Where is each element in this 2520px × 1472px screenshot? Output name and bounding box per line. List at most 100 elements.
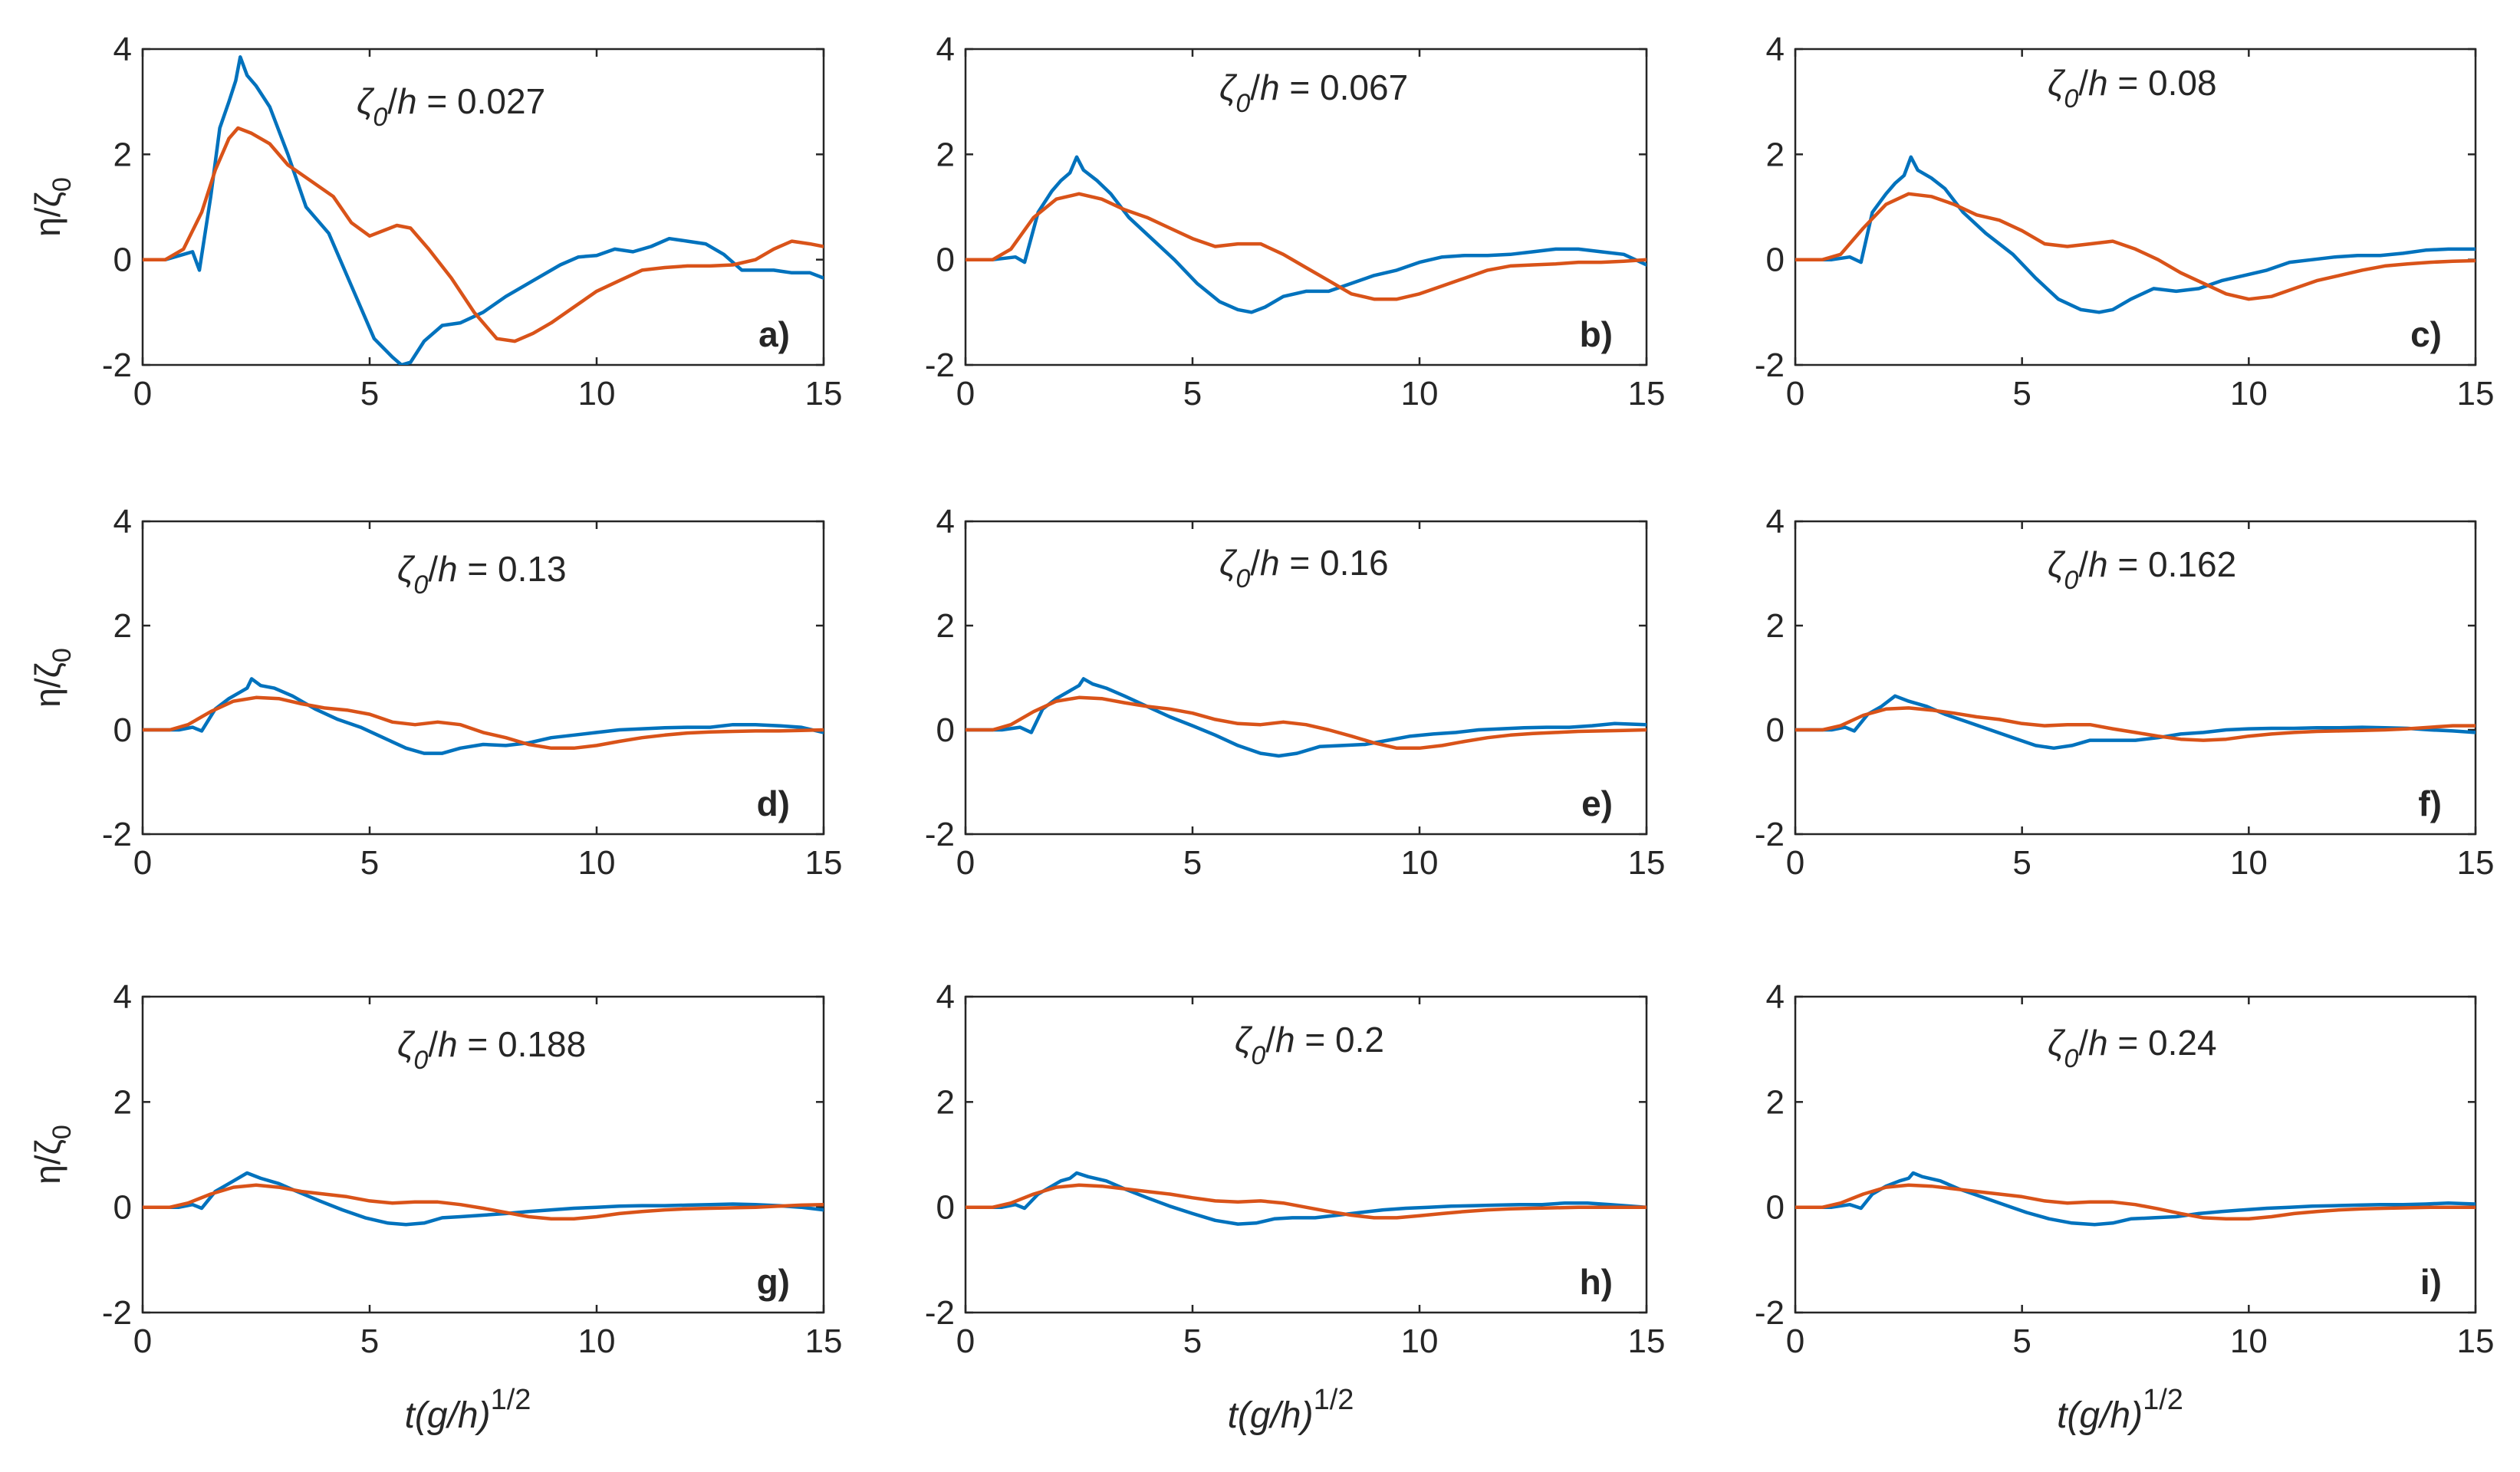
- x-tick-label: 15: [1628, 375, 1666, 412]
- y-tick-label: 0: [936, 711, 955, 749]
- x-tick-label: 10: [1401, 375, 1439, 412]
- y-tick-label: -2: [925, 1294, 955, 1332]
- x-tick-label: 15: [805, 375, 843, 412]
- x-tick-label: 0: [956, 844, 975, 882]
- axes-box: [964, 520, 1648, 836]
- series-line-orange: [143, 126, 824, 343]
- x-tick-label: 5: [2012, 375, 2031, 412]
- series-line-blue: [1795, 155, 2476, 314]
- annotation-label: ζ0/h = 0.2: [1235, 1020, 1384, 1070]
- x-tick-label: 5: [2012, 844, 2031, 882]
- x-tick-label: 15: [1628, 1322, 1666, 1360]
- y-tick-label: -2: [102, 1294, 132, 1332]
- y-tick-label: 4: [113, 503, 132, 540]
- x-tick-label: 0: [133, 844, 152, 882]
- annotation-label: ζ0/h = 0.16: [1219, 543, 1389, 593]
- y-tick-label: 0: [936, 1189, 955, 1227]
- x-tick-label: 0: [1786, 1322, 1804, 1360]
- series-line-blue: [966, 1171, 1647, 1226]
- x-tick-label: 15: [805, 844, 843, 882]
- series-line-orange: [1795, 192, 2476, 301]
- series-line-orange: [1795, 1183, 2476, 1221]
- y-tick-label: 4: [113, 31, 132, 68]
- x-axis-label: t(g/h)1/2: [1228, 1384, 1354, 1436]
- annotation-label: ζ0/h = 0.027: [357, 81, 545, 132]
- y-tick-label: -2: [102, 347, 132, 384]
- x-tick-label: 0: [956, 375, 975, 412]
- axes-box: [141, 995, 825, 1314]
- annotation-label: ζ0/h = 0.067: [1219, 67, 1408, 118]
- y-tick-label: 0: [1766, 711, 1785, 749]
- x-tick-label: 15: [2457, 375, 2495, 412]
- y-tick-label: -2: [925, 347, 955, 384]
- y-tick-label: -2: [1755, 347, 1785, 384]
- series-line-blue: [966, 677, 1647, 758]
- x-tick-label: 5: [1183, 844, 1202, 882]
- panel-label: h): [1580, 1262, 1613, 1302]
- x-tick-label: 15: [2457, 1322, 2495, 1360]
- y-axis-label: η/ζ0: [28, 1125, 77, 1184]
- annotation-label: ζ0/h = 0.13: [397, 549, 567, 600]
- series-line-orange: [966, 695, 1647, 751]
- y-tick-label: 2: [1766, 136, 1785, 173]
- series-line-blue: [143, 55, 824, 365]
- axes-box: [1794, 995, 2477, 1314]
- series-line-blue: [1795, 694, 2476, 751]
- series-line-orange: [966, 1183, 1647, 1220]
- axes-box: [141, 520, 825, 836]
- x-axis-label: t(g/h)1/2: [405, 1384, 531, 1436]
- y-tick-label: 2: [936, 607, 955, 645]
- x-tick-label: 10: [578, 1322, 616, 1360]
- x-tick-label: 5: [360, 375, 379, 412]
- axes-box: [1794, 48, 2477, 366]
- panel-label: g): [757, 1262, 790, 1302]
- x-tick-label: 10: [2230, 375, 2268, 412]
- x-tick-label: 10: [1401, 1322, 1439, 1360]
- x-tick-label: 0: [956, 1322, 975, 1360]
- panel-label: e): [1581, 784, 1613, 823]
- annotation-label: ζ0/h = 0.162: [2048, 544, 2236, 595]
- y-tick-label: -2: [1755, 1294, 1785, 1332]
- panel-label: i): [2420, 1262, 2442, 1302]
- x-tick-label: 0: [1786, 844, 1804, 882]
- y-tick-label: 2: [113, 1083, 132, 1121]
- x-tick-label: 10: [2230, 844, 2268, 882]
- axes-box: [964, 48, 1648, 366]
- y-tick-label: 4: [113, 978, 132, 1016]
- y-tick-label: 2: [936, 136, 955, 173]
- y-tick-label: 2: [1766, 1083, 1785, 1121]
- y-axis-label: η/ζ0: [28, 648, 77, 708]
- axes-box: [964, 995, 1648, 1314]
- series-line-orange: [143, 695, 824, 751]
- y-tick-label: 2: [113, 607, 132, 645]
- panel-label: f): [2418, 784, 2442, 823]
- y-tick-label: 0: [936, 242, 955, 279]
- y-tick-label: 0: [113, 711, 132, 749]
- annotation-label: ζ0/h = 0.188: [397, 1024, 586, 1075]
- y-tick-label: 2: [936, 1083, 955, 1121]
- x-tick-label: 10: [2230, 1322, 2268, 1360]
- y-tick-label: 0: [1766, 242, 1785, 279]
- y-tick-label: 4: [936, 503, 955, 540]
- y-tick-label: 0: [113, 242, 132, 279]
- x-tick-label: 0: [133, 375, 152, 412]
- x-tick-label: 15: [2457, 844, 2495, 882]
- y-tick-label: 0: [113, 1189, 132, 1227]
- panel-label: a): [758, 314, 790, 354]
- annotation-label: ζ0/h = 0.24: [2048, 1023, 2217, 1073]
- x-tick-label: 15: [1628, 844, 1666, 882]
- series-line-blue: [143, 677, 824, 755]
- x-tick-label: 5: [2012, 1322, 2031, 1360]
- x-tick-label: 0: [133, 1322, 152, 1360]
- panel-label: b): [1580, 314, 1613, 354]
- series-line-orange: [966, 192, 1647, 301]
- panel-label: c): [2410, 314, 2442, 354]
- x-tick-label: 15: [805, 1322, 843, 1360]
- panel-label: d): [757, 784, 790, 823]
